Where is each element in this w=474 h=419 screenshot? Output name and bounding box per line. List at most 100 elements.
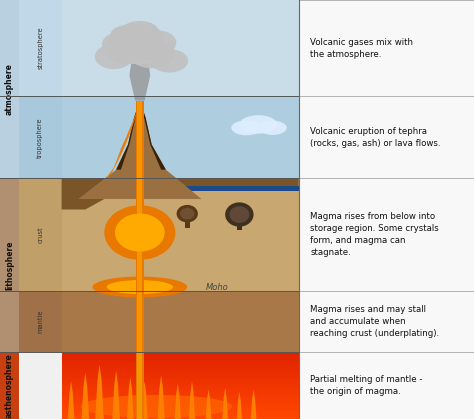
Bar — [136, 205, 144, 243]
Bar — [62, 392, 299, 394]
Ellipse shape — [225, 202, 254, 227]
Bar — [299, 0, 474, 419]
Bar — [62, 384, 299, 385]
Bar — [62, 370, 299, 372]
Bar — [62, 414, 299, 416]
Polygon shape — [116, 101, 166, 170]
Polygon shape — [82, 373, 89, 419]
Bar — [62, 411, 299, 412]
Polygon shape — [237, 392, 242, 419]
Polygon shape — [68, 381, 74, 419]
Bar — [62, 396, 299, 397]
Bar — [62, 360, 299, 362]
Bar — [62, 374, 299, 375]
Bar — [62, 385, 299, 387]
Ellipse shape — [92, 277, 187, 297]
Polygon shape — [112, 371, 120, 419]
Bar — [62, 377, 299, 379]
Ellipse shape — [180, 208, 194, 220]
Polygon shape — [78, 101, 201, 199]
Ellipse shape — [115, 213, 164, 251]
Text: Partial melting of mantle -
the origin of magma.: Partial melting of mantle - the origin o… — [310, 375, 423, 396]
Ellipse shape — [102, 32, 140, 56]
Ellipse shape — [110, 25, 143, 46]
Polygon shape — [108, 101, 142, 179]
Bar — [62, 391, 299, 392]
Bar — [62, 406, 299, 407]
Bar — [62, 0, 299, 96]
Bar — [62, 389, 299, 391]
Text: Moho: Moho — [206, 283, 229, 292]
Bar — [62, 407, 299, 409]
Ellipse shape — [121, 21, 159, 42]
Bar — [62, 362, 299, 364]
Text: Magma rises and may stall
and accumulate when
reaching crust (underplating).: Magma rises and may stall and accumulate… — [310, 305, 439, 338]
Polygon shape — [222, 388, 228, 419]
Polygon shape — [189, 381, 195, 419]
Ellipse shape — [229, 206, 249, 223]
Bar — [62, 417, 299, 419]
Bar — [152, 186, 299, 191]
Polygon shape — [95, 365, 104, 419]
Bar — [62, 96, 299, 178]
Bar — [0, 178, 19, 352]
Bar — [62, 401, 299, 402]
Bar — [62, 397, 299, 399]
Bar — [62, 379, 299, 380]
Polygon shape — [206, 390, 211, 419]
Ellipse shape — [111, 23, 164, 52]
Bar — [62, 380, 299, 382]
Bar — [62, 369, 299, 370]
Bar — [62, 357, 299, 359]
Polygon shape — [141, 381, 148, 419]
Bar — [62, 372, 299, 374]
Ellipse shape — [107, 280, 173, 294]
Bar — [62, 399, 299, 401]
Text: Volcanic eruption of tephra
(rocks, gas, ash) or lava flows.: Volcanic eruption of tephra (rocks, gas,… — [310, 127, 441, 147]
Text: Volcanic gases mix with
the atmosphere.: Volcanic gases mix with the atmosphere. — [310, 38, 413, 59]
Polygon shape — [157, 375, 164, 419]
Bar — [62, 394, 299, 396]
Polygon shape — [137, 101, 142, 419]
Bar — [19, 291, 62, 352]
Bar — [62, 416, 299, 417]
Ellipse shape — [137, 30, 176, 55]
Text: troposphere: troposphere — [37, 117, 43, 158]
Bar — [237, 215, 242, 230]
Ellipse shape — [176, 205, 198, 222]
Ellipse shape — [95, 44, 133, 69]
Polygon shape — [127, 377, 134, 419]
Bar — [19, 0, 62, 96]
Bar — [19, 96, 62, 178]
Polygon shape — [62, 178, 299, 210]
Bar — [62, 382, 299, 384]
Ellipse shape — [258, 121, 287, 135]
Bar — [62, 354, 299, 355]
Polygon shape — [251, 390, 256, 419]
Text: crust: crust — [37, 226, 43, 243]
Ellipse shape — [231, 120, 262, 135]
Ellipse shape — [81, 395, 232, 418]
Text: lithosphere: lithosphere — [5, 240, 14, 290]
Ellipse shape — [104, 205, 175, 260]
Bar — [62, 404, 299, 406]
Ellipse shape — [239, 115, 277, 134]
Ellipse shape — [129, 39, 174, 68]
Bar — [0, 0, 19, 178]
Polygon shape — [129, 63, 150, 101]
Text: atmosphere: atmosphere — [5, 63, 14, 115]
Bar — [62, 402, 299, 404]
Ellipse shape — [104, 32, 156, 64]
Bar — [185, 214, 190, 228]
Ellipse shape — [150, 49, 188, 72]
Text: asthenosphere: asthenosphere — [5, 353, 14, 418]
Bar — [19, 178, 62, 291]
Bar — [62, 355, 299, 357]
Bar — [62, 352, 299, 354]
Bar — [62, 375, 299, 377]
Bar — [0, 352, 19, 419]
Text: Magma rises from below into
storage region. Some crystals
form, and magma can
st: Magma rises from below into storage regi… — [310, 212, 439, 257]
Bar — [62, 412, 299, 414]
Polygon shape — [174, 383, 181, 419]
Bar — [62, 364, 299, 365]
